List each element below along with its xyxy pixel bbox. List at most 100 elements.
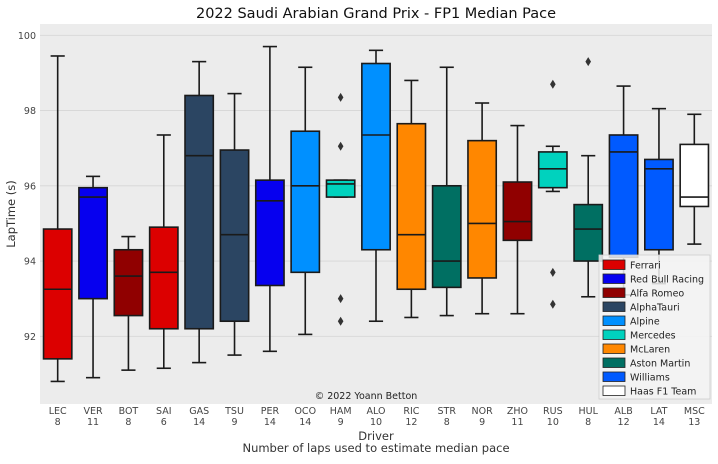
x-tick-label: NOR (472, 406, 494, 417)
box-iqr (290, 130, 321, 274)
x-tick-label: HAM (330, 406, 352, 417)
box-iqr (254, 179, 285, 287)
box-iqr (78, 186, 109, 300)
box-iqr (148, 226, 179, 330)
x-tick-laps: 10 (547, 417, 559, 428)
x-tick-label: SAI (156, 406, 172, 417)
box-gas (184, 60, 215, 364)
x-axis-sublabel: Number of laps used to estimate median p… (242, 441, 509, 455)
box-iqr (396, 122, 427, 291)
y-axis: 92 94 96 98 100 (18, 31, 36, 343)
legend-label: Haas F1 Team (630, 387, 696, 398)
legend-swatch (602, 371, 626, 382)
legend-label: AlphaTauri (630, 303, 680, 314)
legend-swatch (602, 357, 626, 368)
box-iqr (113, 248, 144, 317)
box-iqr (643, 158, 674, 251)
box-tsu (219, 92, 250, 356)
x-tick-laps: 14 (264, 417, 276, 428)
x-tick-label: LAT (650, 406, 667, 417)
box-iqr (42, 228, 73, 360)
box-iqr (537, 151, 568, 189)
outlier-point (337, 92, 344, 102)
x-tick-label: RUS (543, 406, 563, 417)
box-iqr (219, 149, 250, 323)
x-tick-label: BOT (119, 406, 139, 417)
box-hul (573, 57, 604, 298)
box-nor (467, 102, 498, 315)
legend-label: Mercedes (630, 331, 676, 342)
box-bot (113, 235, 144, 371)
box-ham (325, 92, 356, 326)
x-tick-laps: 8 (125, 417, 131, 428)
box-iqr (679, 143, 710, 208)
box-group (42, 45, 710, 383)
box-ric (396, 79, 427, 319)
legend-swatch (602, 273, 626, 284)
x-tick-label: PER (261, 406, 280, 417)
outlier-point (585, 57, 592, 67)
y-tick-label: 92 (24, 332, 36, 343)
x-tick-label: VER (83, 406, 103, 417)
box-per (254, 45, 285, 353)
y-tick-label: 98 (24, 106, 36, 117)
y-tick-label: 96 (24, 181, 36, 192)
x-tick-label: ALB (614, 406, 632, 417)
legend: Ferrari Red Bull Racing Alfa Romeo AlphaTau… (598, 254, 711, 400)
x-tick-laps: 8 (585, 417, 591, 428)
box-oco (290, 66, 321, 336)
x-tick-label: OCO (294, 406, 316, 417)
x-tick-laps: 9 (479, 417, 485, 428)
x-tick-label: LEC (49, 406, 67, 417)
x-tick-laps: 14 (193, 417, 205, 428)
legend-swatch (602, 287, 626, 298)
box-alo (361, 49, 391, 323)
x-tick-laps: 9 (232, 417, 238, 428)
legend-swatch (602, 259, 626, 270)
legend-swatch (602, 329, 626, 340)
legend-label: Aston Martin (630, 359, 690, 370)
x-tick-laps: 11 (87, 417, 99, 428)
legend-label: Williams (630, 373, 670, 384)
outlier-point (337, 141, 344, 151)
legend-swatch (602, 385, 626, 396)
outlier-point (337, 316, 344, 326)
legend-label: Ferrari (630, 261, 661, 272)
x-tick-label: ZHO (507, 406, 528, 417)
box-zho (502, 124, 533, 315)
x-tick-label: RIC (403, 406, 419, 417)
x-tick-label: TSU (224, 406, 244, 417)
legend-swatch (602, 343, 626, 354)
box-lec (42, 55, 73, 383)
box-sai (148, 134, 179, 370)
chart-title: 2022 Saudi Arabian Grand Prix - FP1 Medi… (196, 6, 556, 22)
box-msc (679, 113, 710, 245)
x-tick-label: STR (438, 406, 457, 417)
legend-label: Alpine (630, 317, 660, 328)
legend-swatch (602, 315, 626, 326)
x-tick-laps: 14 (653, 417, 665, 428)
y-tick-label: 94 (24, 257, 36, 268)
x-axis-label: Driver (358, 429, 394, 443)
outlier-point (550, 79, 556, 89)
x-tick-laps: 14 (299, 417, 311, 428)
x-tick-laps: 6 (161, 417, 167, 428)
x-tick-laps: 8 (55, 417, 61, 428)
box-iqr (184, 94, 215, 330)
box-str (431, 66, 462, 317)
x-tick-laps: 11 (511, 417, 523, 428)
x-tick-laps: 8 (444, 417, 450, 428)
legend-label: Red Bull Racing (630, 275, 704, 286)
box-iqr (431, 184, 462, 289)
box-lat (643, 107, 674, 285)
legend-label: Alfa Romeo (630, 289, 684, 300)
outlier-point (550, 267, 556, 277)
x-tick-laps: 9 (338, 417, 344, 428)
outlier-point (337, 294, 344, 304)
legend-label: McLaren (630, 345, 670, 356)
box-iqr (502, 181, 533, 242)
outlier-point (550, 299, 556, 309)
y-axis-label: LapTime (s) (4, 180, 18, 248)
box-iqr (573, 203, 604, 262)
